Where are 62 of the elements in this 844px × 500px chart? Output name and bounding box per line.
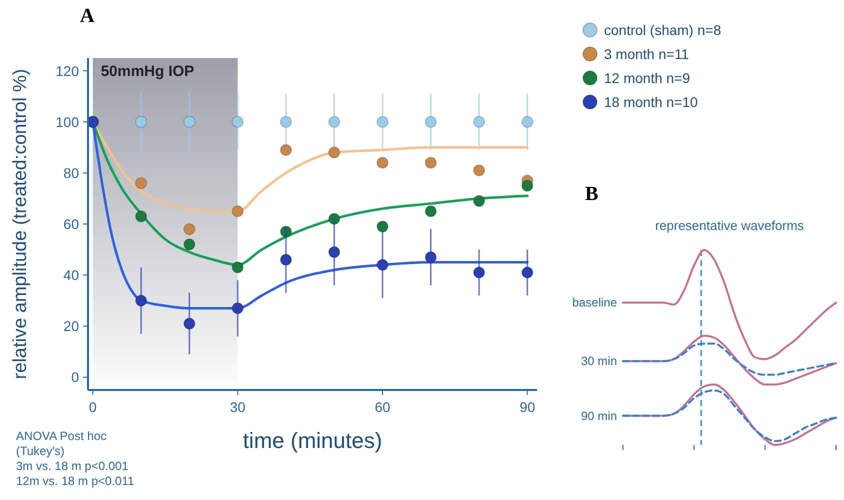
legend-label: 18 month n=10	[604, 94, 698, 110]
point	[232, 261, 244, 274]
point	[183, 223, 196, 236]
point	[473, 164, 486, 176]
point	[424, 251, 437, 264]
legend-label: 3 month n=11	[604, 46, 690, 62]
chart-subtitle: representative waveforms	[655, 218, 804, 233]
point	[232, 205, 244, 218]
point	[376, 258, 389, 271]
y-tick-label: 100	[56, 114, 80, 130]
text: 3m vs. 18 m p<0.001	[16, 459, 129, 473]
text: (Tukey's)	[16, 444, 65, 458]
point	[135, 177, 148, 190]
x-tick-label: 60	[374, 399, 390, 415]
point	[280, 116, 292, 128]
y-tick-label: 40	[63, 267, 80, 284]
x-tick-label: 0	[88, 399, 97, 415]
point	[473, 195, 486, 208]
point	[328, 246, 340, 258]
band-label: 50mmHg IOP	[100, 63, 194, 80]
text: ANOVA Post hoc	[16, 429, 106, 443]
y-tick-label: 120	[56, 62, 80, 79]
point	[183, 116, 196, 128]
text: 12m vs. 18 m p<0.011	[16, 474, 135, 488]
point	[521, 180, 534, 192]
point	[473, 266, 486, 279]
point	[232, 302, 244, 314]
y-axis-title: relative amplitude (treated:control %)	[10, 68, 31, 380]
point	[183, 238, 196, 250]
point	[376, 156, 389, 169]
chart-title: A	[80, 5, 95, 27]
series-label: 90 min	[580, 408, 617, 423]
point	[521, 266, 534, 279]
point	[328, 116, 340, 128]
point	[135, 210, 148, 222]
point	[473, 116, 486, 128]
legend-label: 12 month n=9	[604, 70, 690, 86]
point	[521, 116, 534, 128]
chart-title: B	[585, 183, 598, 205]
point	[328, 212, 340, 225]
point	[376, 220, 389, 233]
legend-label: control (sham) n=8	[604, 22, 722, 38]
series-label: baseline	[572, 296, 618, 310]
x-tick-label: 30	[230, 399, 246, 415]
y-tick-label: 60	[63, 216, 80, 232]
point	[280, 144, 292, 156]
point	[135, 294, 148, 307]
x-tick-label: 90	[520, 399, 536, 415]
point	[280, 254, 292, 266]
point	[183, 318, 196, 330]
point	[232, 116, 244, 128]
point	[376, 116, 389, 128]
point	[135, 116, 148, 128]
y-tick-label: 0	[71, 369, 80, 386]
point	[424, 205, 437, 218]
series-label: 30 min	[580, 354, 617, 368]
x-axis-title: time (minutes)	[242, 428, 382, 453]
point	[424, 156, 437, 169]
y-tick-label: 80	[63, 164, 80, 181]
y-tick-label: 20	[63, 318, 80, 334]
point	[328, 146, 340, 158]
point	[424, 116, 437, 128]
